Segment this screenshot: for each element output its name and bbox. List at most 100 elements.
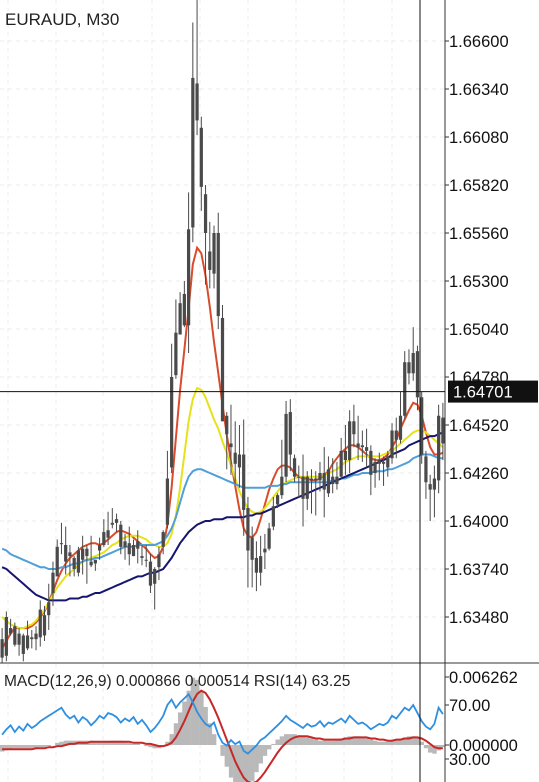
- candle: [199, 116, 203, 211]
- candle: [144, 545, 148, 568]
- candle: [123, 533, 127, 560]
- macd-histogram-bar: [267, 745, 272, 750]
- oscillator-axis-label: 30.00: [449, 751, 490, 769]
- candle-body: [127, 543, 131, 555]
- candle-body: [263, 548, 267, 553]
- candle-body: [267, 528, 271, 549]
- macd-histogram-bar: [67, 740, 73, 745]
- candle: [119, 521, 123, 555]
- candle: [390, 423, 394, 464]
- macd-histogram-bar: [241, 745, 247, 782]
- candle-body: [314, 478, 318, 481]
- candle: [153, 567, 157, 610]
- macd-histogram-bar: [347, 736, 352, 745]
- macd-histogram-bar: [0, 745, 5, 752]
- macd-histogram-bar: [169, 734, 174, 745]
- candle-body: [288, 412, 292, 455]
- candle-body: [174, 332, 178, 376]
- candle: [212, 225, 216, 289]
- candle: [161, 530, 165, 555]
- candle: [89, 535, 93, 568]
- macd-histogram-bar: [330, 740, 336, 745]
- candle-body: [157, 554, 161, 568]
- candle: [420, 391, 424, 464]
- y-axis-tick-label: 1.64520: [449, 417, 509, 435]
- candle-body: [331, 476, 335, 485]
- candle: [301, 454, 305, 527]
- candle-body: [386, 456, 390, 468]
- y-axis-tick-label: 1.65560: [449, 225, 509, 243]
- candle-body: [373, 461, 377, 473]
- candle: [208, 221, 212, 289]
- moving-average-line: [1, 386, 444, 630]
- candle: [305, 471, 309, 510]
- macd-histogram-bar: [326, 740, 331, 745]
- candle-body: [398, 415, 403, 440]
- candle-body: [225, 415, 229, 435]
- candle: [0, 628, 4, 664]
- macd-histogram-bar: [279, 736, 285, 745]
- macd-histogram-bar: [105, 741, 111, 745]
- candle: [216, 212, 220, 329]
- candle-body: [81, 548, 85, 560]
- macd-histogram-bar: [351, 736, 357, 745]
- current-price-box: [448, 380, 538, 403]
- candle: [55, 539, 59, 577]
- macd-histogram-bar: [8, 745, 13, 750]
- candle: [364, 428, 369, 468]
- candle: [259, 535, 263, 586]
- candle-body: [364, 447, 369, 451]
- macd-histogram-bar: [186, 690, 191, 745]
- macd-histogram-bar: [258, 745, 263, 764]
- current-price-label: 1.64701: [453, 384, 513, 402]
- candle-body: [4, 617, 8, 656]
- candle-body: [390, 430, 394, 459]
- candle-body: [123, 541, 127, 547]
- candle-body: [284, 413, 288, 477]
- candle: [17, 628, 21, 656]
- y-axis-tick-label: 1.64000: [449, 513, 509, 531]
- candle-body: [64, 545, 68, 562]
- macd-histogram-bar: [398, 738, 403, 745]
- candle: [174, 299, 178, 379]
- candle: [348, 410, 352, 473]
- candle-body: [403, 362, 407, 416]
- candle: [81, 535, 85, 575]
- macd-histogram-bar: [203, 706, 208, 745]
- macd-histogram-bar: [211, 734, 217, 745]
- candle-body: [144, 559, 148, 561]
- candle-body: [318, 473, 322, 481]
- macd-histogram-bar: [317, 740, 323, 745]
- candle-body: [68, 552, 72, 557]
- candle: [288, 399, 292, 472]
- candle: [51, 561, 55, 606]
- candle: [85, 545, 89, 584]
- macd-histogram-bar: [283, 734, 289, 745]
- candle-body: [297, 476, 301, 478]
- candle-body: [369, 450, 373, 475]
- candle: [369, 445, 373, 496]
- oscillator-title: MACD(12,26,9) 0.000866 0.000514 RSI(14) …: [4, 673, 350, 690]
- macd-histogram-bar: [16, 745, 22, 749]
- moving-average-line: [1, 453, 443, 570]
- candle: [381, 456, 386, 486]
- macd-histogram-bar: [360, 737, 365, 745]
- candle: [280, 439, 284, 499]
- candle: [373, 458, 377, 488]
- macd-histogram-bar: [245, 745, 251, 782]
- candle-body: [271, 506, 275, 527]
- macd-histogram-bar: [165, 741, 170, 745]
- macd-histogram-bar: [152, 745, 158, 749]
- candle-body: [85, 548, 89, 557]
- candle-body: [106, 530, 110, 538]
- candle: [4, 611, 8, 662]
- candle: [47, 583, 51, 630]
- macd-histogram-bar: [42, 745, 47, 748]
- macd-histogram-bar: [4, 745, 9, 751]
- candle: [220, 305, 225, 422]
- macd-histogram-bar: [250, 745, 255, 781]
- y-axis-tick-label: 1.66080: [449, 129, 509, 147]
- macd-histogram-bar: [110, 740, 115, 745]
- candle-body: [301, 476, 305, 499]
